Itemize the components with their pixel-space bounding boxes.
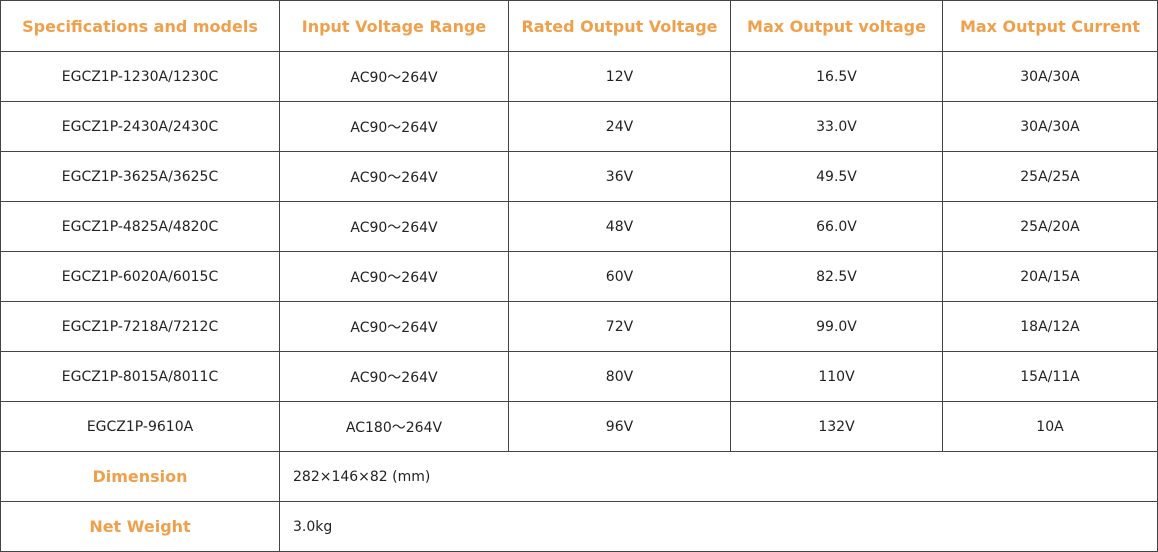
cell: 15A/11A bbox=[942, 351, 1158, 402]
cell: 110V bbox=[730, 351, 943, 402]
data-row: EGCZ1P-4825A/4820C AC90～264V 48V 66.0V 25A/2… bbox=[0, 201, 1158, 252]
footer-row: Dimension 282×146×82 (mm) bbox=[0, 451, 1158, 502]
data-row: EGCZ1P-7218A/7212C AC90～264V 72V 99.0V 18A/1… bbox=[0, 301, 1158, 352]
cell: AC90～264V bbox=[279, 101, 509, 152]
data-row: EGCZ1P-9610A AC180～264V 96V 132V 10A bbox=[0, 401, 1158, 452]
header-cell: Max Output voltage bbox=[730, 0, 943, 52]
header-row: Specifications and models Input Voltage R… bbox=[0, 0, 1158, 52]
header-cell: Max Output Current bbox=[942, 0, 1158, 52]
cell: AC90～264V bbox=[279, 251, 509, 302]
cell: EGCZ1P-2430A/2430C bbox=[0, 101, 280, 152]
cell: 25A/25A bbox=[942, 151, 1158, 202]
data-row: EGCZ1P-8015A/8011C AC90～264V 80V 110V 15A/11… bbox=[0, 351, 1158, 402]
cell: AC180～264V bbox=[279, 401, 509, 452]
cell: 20A/15A bbox=[942, 251, 1158, 302]
cell: 132V bbox=[730, 401, 943, 452]
footer-label: Dimension bbox=[0, 451, 280, 502]
cell: 12V bbox=[508, 51, 731, 102]
header-cell: Specifications and models bbox=[0, 0, 280, 52]
cell: EGCZ1P-7218A/7212C bbox=[0, 301, 280, 352]
cell: 80V bbox=[508, 351, 731, 402]
cell: AC90～264V bbox=[279, 301, 509, 352]
cell: EGCZ1P-4825A/4820C bbox=[0, 201, 280, 252]
cell: EGCZ1P-1230A/1230C bbox=[0, 51, 280, 102]
header-cell: Rated Output Voltage bbox=[508, 0, 731, 52]
data-row: EGCZ1P-1230A/1230C AC90～264V 12V 16.5V 30A/3… bbox=[0, 51, 1158, 102]
cell: 16.5V bbox=[730, 51, 943, 102]
data-row: EGCZ1P-3625A/3625C AC90～264V 36V 49.5V 25A/2… bbox=[0, 151, 1158, 202]
cell: 48V bbox=[508, 201, 731, 252]
cell: AC90～264V bbox=[279, 51, 509, 102]
cell: AC90～264V bbox=[279, 151, 509, 202]
cell: 18A/12A bbox=[942, 301, 1158, 352]
cell: 60V bbox=[508, 251, 731, 302]
data-row: EGCZ1P-2430A/2430C AC90～264V 24V 33.0V 30A/3… bbox=[0, 101, 1158, 152]
cell: EGCZ1P-6020A/6015C bbox=[0, 251, 280, 302]
cell: 25A/20A bbox=[942, 201, 1158, 252]
footer-value: 3.0kg bbox=[279, 501, 1158, 552]
footer-label: Net Weight bbox=[0, 501, 280, 552]
cell: 66.0V bbox=[730, 201, 943, 252]
cell: 33.0V bbox=[730, 101, 943, 152]
data-row: EGCZ1P-6020A/6015C AC90～264V 60V 82.5V 20A/1… bbox=[0, 251, 1158, 302]
footer-value: 282×146×82 (mm) bbox=[279, 451, 1158, 502]
cell: 99.0V bbox=[730, 301, 943, 352]
cell: 10A bbox=[942, 401, 1158, 452]
cell: 30A/30A bbox=[942, 101, 1158, 152]
cell: 30A/30A bbox=[942, 51, 1158, 102]
footer-row: Net Weight 3.0kg bbox=[0, 501, 1158, 552]
cell: 82.5V bbox=[730, 251, 943, 302]
cell: EGCZ1P-3625A/3625C bbox=[0, 151, 280, 202]
cell: 36V bbox=[508, 151, 731, 202]
cell: AC90～264V bbox=[279, 351, 509, 402]
cell: 72V bbox=[508, 301, 731, 352]
cell: EGCZ1P-9610A bbox=[0, 401, 280, 452]
cell: 24V bbox=[508, 101, 731, 152]
cell: AC90～264V bbox=[279, 201, 509, 252]
cell: 96V bbox=[508, 401, 731, 452]
cell: EGCZ1P-8015A/8011C bbox=[0, 351, 280, 402]
cell: 49.5V bbox=[730, 151, 943, 202]
header-cell: Input Voltage Range bbox=[279, 0, 509, 52]
